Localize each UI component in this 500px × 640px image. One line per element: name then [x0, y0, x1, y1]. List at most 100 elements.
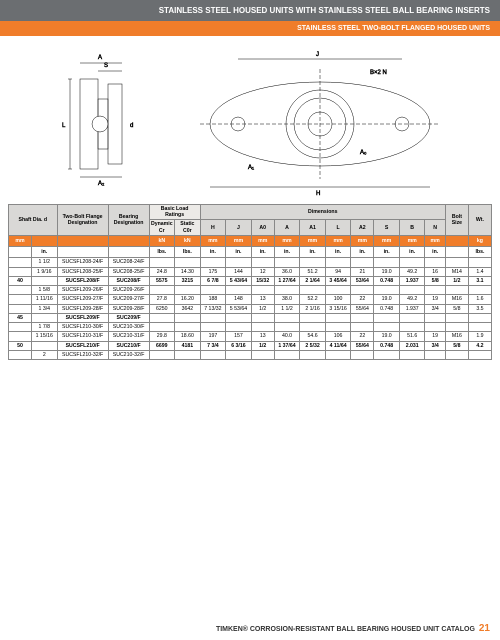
cell — [325, 313, 351, 322]
cell — [374, 286, 400, 295]
cell: 18.60 — [175, 332, 201, 341]
cell — [300, 286, 326, 295]
cell — [9, 350, 32, 359]
cell: 19.0 — [374, 332, 400, 341]
cell: 49.2 — [399, 295, 425, 304]
th-N: N — [425, 220, 445, 235]
cell: SUC210/F — [108, 341, 149, 350]
svg-text:H: H — [316, 191, 320, 197]
cell — [9, 258, 32, 267]
cell: 19 — [425, 332, 445, 341]
cell: 16 — [425, 267, 445, 276]
cell: 1.4 — [468, 267, 491, 276]
cell: 21 — [351, 267, 374, 276]
cell: SUC209-26/F — [108, 286, 149, 295]
th-dynamic: Dynamic Cr — [149, 220, 175, 235]
cell: 1 7/8 — [32, 323, 58, 332]
th-A2: A2 — [351, 220, 374, 235]
cell: SUCSFL209-27/F — [57, 295, 108, 304]
cell — [274, 323, 300, 332]
cell — [468, 286, 491, 295]
cell: 0.748 — [374, 341, 400, 350]
footer-text: TIMKEN® CORROSION-RESISTANT BALL BEARING… — [216, 626, 475, 633]
cell: SUC209/F — [108, 313, 149, 322]
cell — [468, 313, 491, 322]
cell: 0.748 — [374, 304, 400, 313]
table-row: 50SUCSFL210/FSUC210/F669941817 3/46 3/16… — [9, 341, 492, 350]
cell: 3 15/16 — [325, 304, 351, 313]
cell: 5/8 — [445, 304, 468, 313]
cell: 54.6 — [300, 332, 326, 341]
cell: 6 3/16 — [226, 341, 252, 350]
cell — [468, 258, 491, 267]
cell: 7 3/4 — [200, 341, 226, 350]
unit-row-mm: mm kNkN mmmmmmmmmmmmmmmmmmmm kg — [9, 235, 492, 246]
cell: 5 43/64 — [226, 276, 252, 285]
cell — [251, 258, 274, 267]
cell: SUC210-30/F — [108, 323, 149, 332]
cell: 1 9/16 — [32, 267, 58, 276]
th-B: B — [399, 220, 425, 235]
cell: M16 — [445, 295, 468, 304]
cell: 2 — [32, 350, 58, 359]
th-A: A — [274, 220, 300, 235]
th-static: Static C0r — [175, 220, 201, 235]
cell: 40.0 — [274, 332, 300, 341]
cell — [9, 323, 32, 332]
cell — [149, 323, 175, 332]
cell — [175, 313, 201, 322]
cell: 197 — [200, 332, 226, 341]
cell — [9, 304, 32, 313]
th-bolt: Bolt Size — [445, 205, 468, 236]
cell: 12 — [251, 267, 274, 276]
cell: 1 11/16 — [32, 295, 58, 304]
cell — [149, 350, 175, 359]
cell: SUCSFL209-26/F — [57, 286, 108, 295]
cell: 40 — [9, 276, 32, 285]
cell: 2.031 — [399, 341, 425, 350]
cell — [425, 313, 445, 322]
cell: 49.2 — [399, 267, 425, 276]
cell — [226, 258, 252, 267]
cell — [399, 313, 425, 322]
cell — [300, 313, 326, 322]
cell — [325, 286, 351, 295]
cell — [374, 350, 400, 359]
cell: 52.2 — [300, 295, 326, 304]
cell — [351, 258, 374, 267]
table-row: 2SUCSFL210-32/FSUC210-32/F — [9, 350, 492, 359]
cell: 3642 — [175, 304, 201, 313]
cell: SUCSFL210-30/F — [57, 323, 108, 332]
cell: SUC209-28/F — [108, 304, 149, 313]
cell: 106 — [325, 332, 351, 341]
cell: 45 — [9, 313, 32, 322]
cell: 51.2 — [300, 267, 326, 276]
svg-text:A: A — [98, 55, 102, 61]
cell: 19.0 — [374, 267, 400, 276]
cell: 0.748 — [374, 276, 400, 285]
th-bearing: Bearing Designation — [108, 205, 149, 236]
cell — [175, 286, 201, 295]
cell — [9, 286, 32, 295]
table-row: 1 11/16SUCSFL209-27/FSUC209-27/F27.816.2… — [9, 295, 492, 304]
cell: 16.20 — [175, 295, 201, 304]
table-body: 1 1/2SUCSFL208-24/FSUC208-24/F1 9/16SUCS… — [9, 258, 492, 360]
cell: 19 — [425, 295, 445, 304]
svg-text:d: d — [130, 123, 133, 129]
cell — [445, 313, 468, 322]
cell: 24.8 — [149, 267, 175, 276]
cell — [425, 323, 445, 332]
cell: 27.8 — [149, 295, 175, 304]
cell — [274, 286, 300, 295]
cell: 1 27/64 — [274, 276, 300, 285]
cell — [251, 350, 274, 359]
cell: SUC210-32/F — [108, 350, 149, 359]
cell: 1.9 — [468, 332, 491, 341]
cell — [300, 258, 326, 267]
cell: 50 — [9, 341, 32, 350]
cell — [200, 350, 226, 359]
cell: 19.0 — [374, 295, 400, 304]
cell — [200, 258, 226, 267]
cell — [351, 350, 374, 359]
cell: 2 1/64 — [300, 276, 326, 285]
